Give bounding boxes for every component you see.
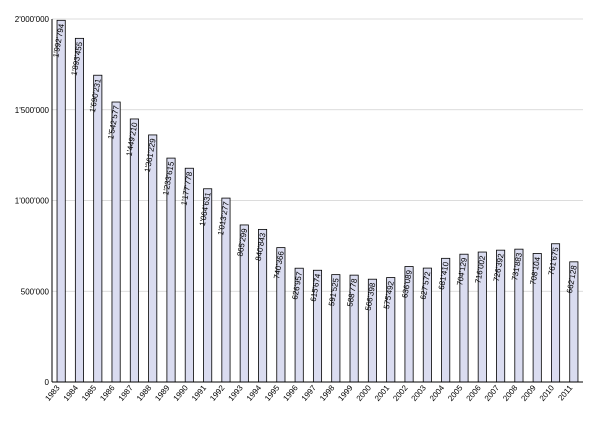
x-tick-label: 1995	[263, 383, 282, 403]
x-tick-label: 1993	[226, 383, 245, 403]
x-tick-label: 1986	[98, 383, 117, 403]
x-tick-label: 1985	[80, 383, 99, 403]
bar-1985	[93, 74, 103, 383]
x-tick-label: 1987	[117, 383, 136, 403]
x-tick-label: 2001	[373, 383, 392, 403]
y-tick-label: 0	[45, 378, 50, 387]
x-tick-label: 1991	[190, 383, 209, 403]
x-tick-label: 2004	[428, 383, 447, 403]
x-tick-label: 1988	[135, 383, 154, 403]
y-tick-label: 2'000'000	[15, 15, 50, 24]
x-tick-label: 1998	[318, 383, 337, 403]
bar-1987	[129, 118, 139, 383]
x-tick-label: 2000	[355, 383, 374, 403]
bar-1983	[56, 19, 66, 383]
y-tick-label: 1'500'000	[15, 106, 50, 115]
x-tick-label: 1992	[208, 383, 227, 403]
x-tick-label: 1984	[62, 383, 81, 403]
x-tick-label: 2007	[483, 383, 502, 403]
bar-1986	[111, 101, 121, 383]
bars	[56, 19, 579, 383]
x-tick-label: 2006	[464, 383, 483, 403]
y-tick-label: 500'000	[21, 287, 50, 296]
x-tick-label: 2005	[446, 383, 465, 403]
x-tick-label: 1994	[245, 383, 264, 403]
x-tick-label: 1990	[172, 383, 191, 403]
x-axis-labels: 1983 1984 1985 1986 1987 1988 1989 1990 1991 1992…	[43, 383, 574, 403]
bar-1984	[74, 37, 84, 383]
x-tick-label: 2010	[538, 383, 557, 403]
x-tick-label: 1999	[336, 383, 355, 403]
x-tick-label: 2002	[391, 383, 410, 403]
x-tick-label: 2008	[501, 383, 520, 403]
x-tick-label: 2003	[410, 383, 429, 403]
x-tick-label: 1989	[153, 383, 172, 403]
x-tick-label: 2011	[556, 383, 574, 402]
x-tick-label: 2009	[519, 383, 538, 403]
y-tick-label: 1'000'000	[15, 197, 50, 206]
x-tick-label: 1996	[281, 383, 300, 403]
x-tick-label: 1997	[300, 383, 319, 403]
y-axis-labels: 0 500'000 1'000'000 1'500'000 2'000'000	[15, 15, 50, 387]
